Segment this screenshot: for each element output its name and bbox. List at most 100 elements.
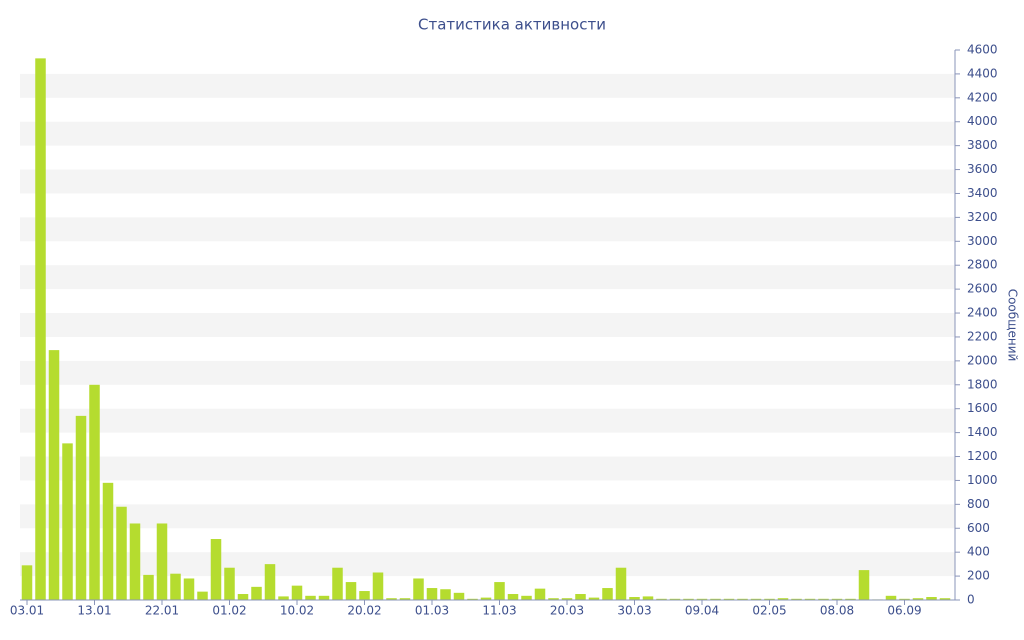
bar (440, 589, 451, 600)
bar (615, 567, 627, 600)
bar (197, 591, 208, 600)
bar (845, 598, 856, 600)
bar (561, 598, 573, 600)
bar (899, 598, 910, 600)
bar (818, 598, 829, 600)
y-tick-label: 2400 (967, 306, 998, 320)
bar (237, 594, 249, 600)
x-tick-label: 06.09 (887, 604, 921, 618)
bar (588, 597, 600, 600)
grid-band (20, 217, 955, 242)
grid-band (20, 313, 955, 337)
y-tick-label: 2600 (967, 282, 998, 296)
bar (480, 597, 492, 600)
bar (156, 523, 168, 600)
bar (858, 570, 870, 600)
x-tick-label: 02.05 (752, 604, 786, 618)
bar (453, 592, 465, 600)
bar (804, 598, 816, 600)
bar (777, 598, 789, 600)
bar (750, 598, 762, 600)
bar (359, 591, 370, 600)
x-tick-label: 08.08 (820, 604, 854, 618)
y-tick-label: 400 (967, 545, 990, 559)
bar (48, 350, 60, 600)
x-tick-label: 20.02 (347, 604, 381, 618)
bar (534, 588, 546, 600)
y-tick-label: 200 (967, 569, 990, 583)
bar (926, 597, 937, 600)
bar (575, 594, 586, 600)
bar (386, 598, 397, 600)
bar (737, 598, 748, 600)
grid-band (20, 504, 955, 529)
bar (62, 443, 73, 600)
y-tick-label: 2800 (967, 258, 998, 272)
bar (291, 585, 303, 600)
bar (102, 482, 114, 600)
y-axis-label: Сообщений (1006, 289, 1020, 362)
grid-band (20, 169, 955, 194)
y-tick-label: 800 (967, 497, 990, 511)
y-tick-label: 2000 (967, 353, 998, 367)
y-tick-label: 4200 (967, 90, 998, 104)
bar (710, 598, 721, 600)
x-tick-label: 03.01 (10, 604, 44, 618)
grid-band (20, 360, 955, 385)
bar (831, 598, 843, 600)
y-tick-label: 0 (967, 593, 975, 607)
bar (251, 586, 262, 600)
bar (129, 523, 141, 600)
x-tick-label: 20.03 (550, 604, 584, 618)
bar (21, 565, 33, 600)
x-tick-label: 09.04 (685, 604, 719, 618)
bar (764, 598, 775, 600)
bar (224, 567, 235, 600)
bar (939, 598, 951, 600)
grid-band (20, 121, 955, 146)
x-tick-label: 01.03 (415, 604, 449, 618)
bar (507, 594, 519, 600)
grid-band (20, 73, 955, 98)
bar (791, 598, 802, 600)
bar (170, 573, 181, 600)
grid-band (20, 456, 955, 481)
bar (399, 598, 411, 600)
x-tick-label: 01.02 (212, 604, 246, 618)
y-tick-label: 1000 (967, 473, 998, 487)
grid-band (20, 408, 955, 433)
bar (602, 588, 613, 600)
bar (683, 598, 694, 600)
y-tick-label: 4600 (967, 43, 998, 57)
bar (264, 564, 276, 600)
bar (426, 588, 438, 600)
bar (656, 598, 667, 600)
bar (345, 582, 357, 600)
bar (642, 596, 654, 600)
y-tick-label: 1200 (967, 449, 998, 463)
bar (332, 567, 343, 600)
bar (521, 595, 532, 600)
bar (318, 595, 330, 600)
bar (723, 598, 735, 600)
y-tick-label: 1400 (967, 425, 998, 439)
y-tick-label: 3000 (967, 234, 998, 248)
grid-band (20, 265, 955, 290)
bar (629, 597, 640, 600)
y-tick-label: 1600 (967, 401, 998, 415)
y-tick-label: 3600 (967, 162, 998, 176)
bar (669, 598, 681, 600)
y-tick-label: 4400 (967, 66, 998, 80)
y-tick-label: 600 (967, 521, 990, 535)
bar (467, 598, 478, 600)
bar (548, 598, 559, 600)
bar (372, 572, 384, 600)
x-tick-label: 11.03 (482, 604, 516, 618)
bar (89, 384, 100, 600)
bar (183, 578, 195, 600)
y-tick-label: 1800 (967, 377, 998, 391)
y-tick-label: 3200 (967, 210, 998, 224)
x-tick-label: 13.01 (77, 604, 111, 618)
bar (885, 595, 897, 600)
